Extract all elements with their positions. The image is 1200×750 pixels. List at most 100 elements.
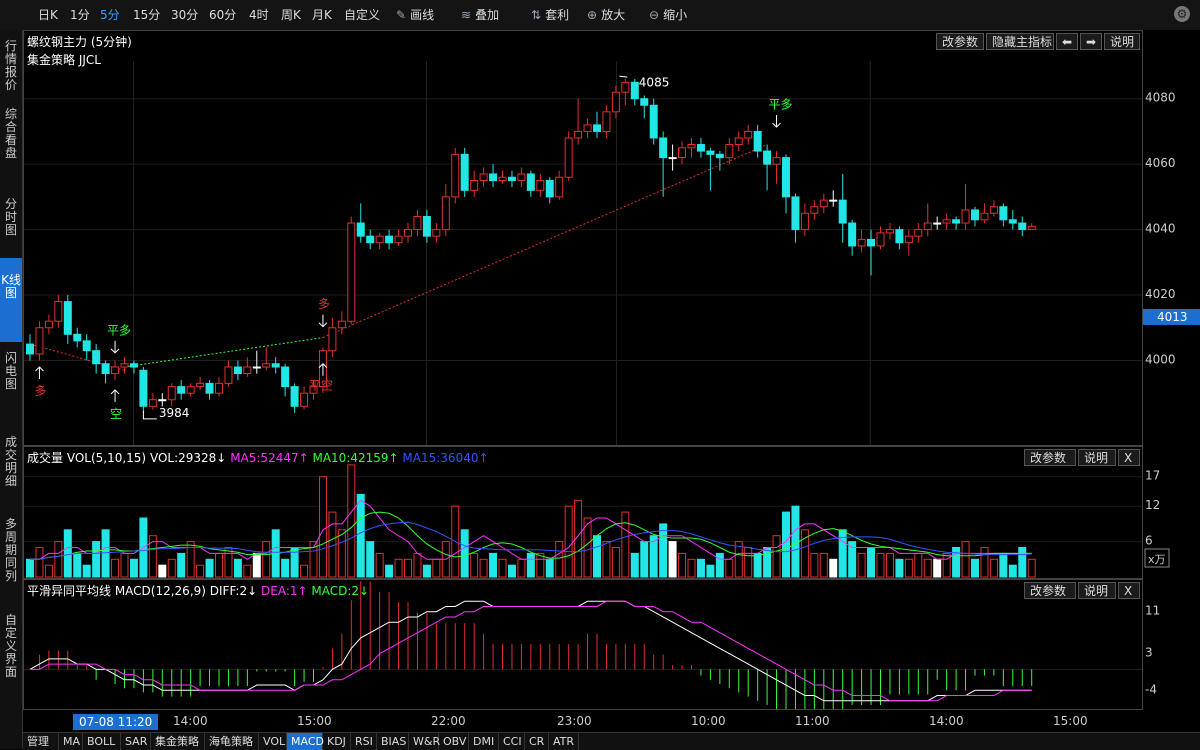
indicator-tab-13[interactable]: DMI — [469, 733, 499, 750]
period-4-button[interactable]: 30分 — [171, 8, 199, 22]
candle — [885, 223, 894, 240]
main_panel-button-1[interactable]: 隐藏主指标 — [986, 33, 1054, 50]
period-5-button[interactable]: 60分 — [209, 8, 237, 22]
settings-gear-icon[interactable]: ⚙ — [1174, 6, 1190, 22]
time-cursor-label: 07-08 11:20 — [73, 714, 159, 730]
tool-1-button[interactable]: ≋ 叠加 — [461, 6, 499, 23]
sidebar-item-2[interactable]: 分时图 — [4, 197, 17, 237]
volume-bar — [148, 535, 157, 578]
signal-close-short: 平空 — [309, 379, 333, 393]
volume-bar — [158, 564, 167, 578]
vol_panel-button-1[interactable]: 说明 — [1078, 449, 1116, 466]
candle — [243, 357, 252, 377]
indicator-tab-16[interactable]: ATR — [549, 733, 579, 750]
sidebar-item-3[interactable]: K线图 — [0, 258, 22, 342]
candle — [659, 131, 668, 197]
main_panel-button-4[interactable]: 说明 — [1104, 33, 1140, 50]
macd_panel-button-1[interactable]: 说明 — [1078, 582, 1116, 599]
signal-buy-open: 多 — [318, 297, 330, 311]
indicator-tab-12[interactable]: OBV — [439, 733, 469, 750]
candle — [782, 154, 790, 214]
vol_panel-button-2[interactable]: X — [1118, 449, 1140, 466]
volume-bar — [82, 564, 91, 578]
candle — [772, 151, 781, 184]
tool-0-button[interactable]: ✎ 画线 — [396, 6, 434, 23]
sidebar-item-4[interactable]: 闪电图 — [4, 351, 17, 391]
price-tick-label: 4000 — [1145, 352, 1176, 366]
candle — [621, 79, 630, 106]
volume-chart[interactable] — [24, 447, 1142, 578]
candle — [233, 360, 242, 381]
macd_panel-button-0[interactable]: 改参数 — [1024, 582, 1076, 599]
period-3-button[interactable]: 15分 — [133, 8, 161, 22]
indicator-tab-1[interactable]: MA — [59, 733, 83, 750]
last-price-tag: 4013 — [1157, 310, 1188, 324]
vol_panel-button-0[interactable]: 改参数 — [1024, 449, 1076, 466]
indicator-tab-14[interactable]: CCI — [499, 733, 525, 750]
price-tick-label: 4020 — [1145, 287, 1176, 301]
indicator-tab-15[interactable]: CR — [525, 733, 549, 750]
sidebar-item-0[interactable]: 行情报价 — [4, 39, 17, 92]
indicator-tab-2[interactable]: BOLL — [83, 733, 121, 750]
tool-2-button[interactable]: ⇅ 套利 — [531, 6, 569, 23]
candle — [205, 380, 214, 400]
macd_panel-button-2[interactable]: X — [1118, 582, 1140, 599]
volume-bar — [422, 564, 431, 578]
strategy-label: 集金策略 JJCL — [27, 53, 101, 67]
indicator-tab-5[interactable]: 海龟策略 — [205, 733, 259, 750]
candle — [148, 393, 157, 410]
macd-tick-label: -4 — [1145, 682, 1157, 696]
volume-bar — [1008, 564, 1017, 578]
tool-4-button[interactable]: ⊖ 缩小 — [649, 6, 687, 23]
candle — [422, 209, 431, 243]
volume-bar — [73, 552, 82, 578]
sidebar-item-5[interactable]: 成交明细 — [4, 435, 17, 488]
candle — [92, 344, 101, 374]
candle — [602, 105, 611, 138]
candle — [668, 144, 677, 171]
volume-unit-label[interactable]: x万 — [1148, 553, 1166, 566]
sidebar-item-6[interactable]: 多周期同列 — [4, 517, 17, 583]
volume-bar — [413, 552, 422, 578]
indicator-tab-9[interactable]: RSI — [351, 733, 377, 750]
indicator-tab-6[interactable]: VOL — [259, 733, 287, 750]
volume-tick-label: 17 — [1145, 469, 1160, 483]
period-9-button[interactable]: 自定义 — [344, 8, 381, 22]
sidebar-item-1[interactable]: 综合看盘 — [4, 107, 17, 160]
main_panel-button-0[interactable]: 改参数 — [936, 33, 984, 50]
period-8-button[interactable]: 月K — [312, 8, 332, 22]
candle — [630, 79, 639, 106]
tool-3-button[interactable]: ⊕ 放大 — [587, 6, 625, 23]
indicator-tab-3[interactable]: SAR — [121, 733, 151, 750]
volume-bar — [526, 552, 535, 578]
pencil-icon: ✎ — [396, 8, 407, 22]
period-6-button[interactable]: 4时 — [249, 8, 269, 22]
main_panel-button-3[interactable]: ➡ — [1080, 33, 1102, 50]
volume-bar — [999, 552, 1008, 578]
sidebar-item-7[interactable]: 自定义界面 — [4, 613, 17, 679]
volume-bar — [772, 535, 781, 578]
indicator-tab-11[interactable]: W&R — [409, 733, 440, 750]
volume-bar — [961, 541, 970, 578]
candle — [933, 216, 942, 230]
indicator-tab-7[interactable]: MACD — [287, 733, 324, 750]
period-1-button[interactable]: 1分 — [70, 8, 90, 22]
indicator-tab-10[interactable]: BIAS — [377, 733, 409, 750]
period-2-button[interactable]: 5分 — [100, 8, 120, 22]
indicator-tab-8[interactable]: KDJ — [323, 733, 351, 750]
main_panel-button-2[interactable]: ⬅ — [1056, 33, 1078, 50]
arrow-up-icon — [35, 366, 44, 380]
indicator-tab-0[interactable]: 管理 — [23, 733, 59, 750]
candle — [611, 85, 620, 119]
indicator-tab-4[interactable]: 集金策略 — [151, 733, 205, 750]
macd-chart[interactable] — [24, 580, 1142, 709]
period-7-button[interactable]: 周K — [281, 8, 301, 22]
candle — [687, 137, 696, 158]
candle — [196, 376, 205, 390]
period-0-button[interactable]: 日K — [38, 8, 58, 22]
volume-bar — [233, 558, 242, 578]
volume-bar — [337, 529, 346, 578]
macd-tick-label: 3 — [1145, 646, 1153, 660]
volume-bar — [300, 564, 309, 578]
